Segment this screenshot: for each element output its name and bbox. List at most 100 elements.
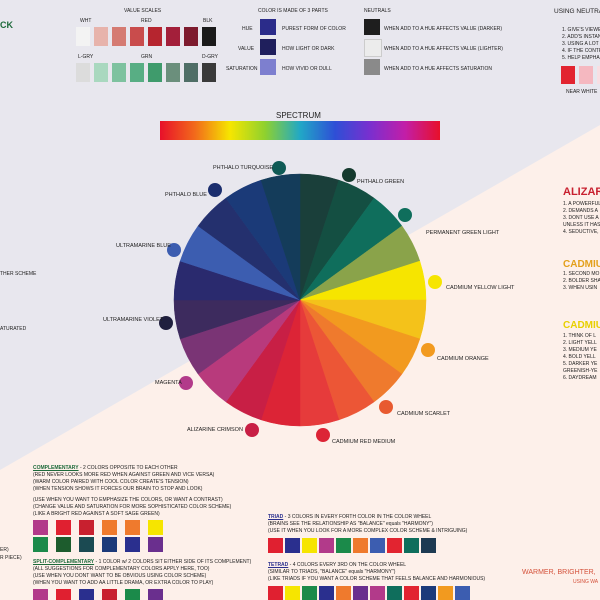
using-neutrals-item-5: 5. HELP EMPHAS	[562, 55, 600, 61]
value-label-dark-grey: D-GRY	[202, 54, 219, 60]
triad-swatch-7	[370, 538, 385, 553]
split-swatches	[33, 589, 163, 600]
left-fragment-1: THER SCHEME	[0, 271, 37, 277]
label-permanent-green-light: PERMANENT GREEN LIGHT	[426, 230, 500, 236]
value-scale-green-row	[76, 63, 216, 82]
value-green-swatch-4	[130, 63, 144, 82]
split-swatch-2	[56, 589, 71, 600]
using-neutrals-swatch-3	[597, 66, 600, 84]
neutral-white-desc: WHEN ADD TO A HUE AFFECTS VALUE (LIGHTER…	[384, 46, 503, 52]
triad-swatch-8	[387, 538, 402, 553]
left-fragment-3: ER)	[0, 547, 9, 553]
cadmium-yellow-item-5: 5. DARKER YE	[563, 361, 598, 367]
wheel-dot	[272, 161, 286, 175]
complementary-top-swatch-1	[33, 520, 48, 535]
complementary-line-5: (USE WHEN YOU WANT TO EMPHASIZE THE COLO…	[33, 497, 223, 503]
complementary-top-swatch-4	[102, 520, 117, 535]
using-neutrals-swatches	[561, 66, 600, 84]
wheel-dot	[379, 400, 393, 414]
neutral-black-swatch	[364, 19, 380, 35]
saturation-swatch	[260, 59, 276, 75]
split-title: SPLIT-COMPLEMENTARY	[33, 559, 95, 565]
using-neutrals-swatch-1	[561, 66, 575, 84]
neutral-black-desc: WHEN ADD TO A HUE AFFECTS VALUE (DARKER)	[384, 26, 503, 32]
tetrad-swatches	[268, 586, 470, 600]
value-red-swatch-6	[166, 27, 180, 46]
value-green-swatch-5	[148, 63, 162, 82]
triad-line-1: - 3 COLORS IN EVERY FORTH COLOR IN THE C…	[283, 514, 432, 520]
wheel-dot	[159, 316, 173, 330]
using-neutrals-title: USING NEUTRA	[554, 8, 600, 15]
color-parts-title: COLOR IS MADE OF 3 PARTS	[258, 8, 328, 14]
wheel-dot	[316, 428, 330, 442]
alizarin-title: ALIZARIN	[563, 186, 600, 198]
complementary-line-6: (CHANGE VALUE AND SATURATION FOR MORE SO…	[33, 504, 232, 510]
complementary-swatches-bottom	[33, 537, 163, 552]
value-red-swatch-5	[148, 27, 162, 46]
value-green-swatch-6	[166, 63, 180, 82]
triad-swatch-1	[268, 538, 283, 553]
near-white-caption: NEAR WHITE	[566, 89, 598, 95]
split-line-3: (USE WHEN YOU DONT WANT TO BE OBVIOUS US…	[33, 573, 207, 579]
triad-line-3: (USE IT WHEN YOU LOOK FOR A MORE COMPLEX…	[268, 528, 468, 534]
triad-swatch-6	[353, 538, 368, 553]
warmer-heading: WARMER, BRIGHTER,	[522, 569, 596, 576]
left-fragment-2: ATURATED	[0, 326, 27, 332]
cadmium-orange-item-1: 1. SECOND MO	[563, 271, 600, 277]
complementary-top-swatch-6	[148, 520, 163, 535]
value-green-swatch-2	[94, 63, 108, 82]
tetrad-swatch-10	[421, 586, 436, 600]
left-fragment-4: R PIECE)	[0, 555, 22, 561]
value-label-light-grey: L-GRY	[78, 54, 94, 60]
value-red-swatch-2	[94, 27, 108, 46]
cadmium-yellow-item-3: 3. MEDIUM YE	[563, 347, 597, 353]
using-neutrals-item-2: 2. ADD'S INSTAN	[562, 34, 600, 40]
tetrad-swatch-8	[387, 586, 402, 600]
value-part-desc: HOW LIGHT OR DARK	[282, 46, 335, 52]
split-line-4: (WHEN YOU WANT TO ADD AA LITTLE DRAMA, O…	[33, 580, 214, 586]
value-red-swatch-1	[76, 27, 90, 46]
split-swatch-1	[33, 589, 48, 600]
complementary-line-1: - 2 COLORS OPPOSITE TO EACH OTHER	[78, 465, 178, 471]
tetrad-title: TETRAD	[268, 562, 289, 568]
complementary-top-swatch-2	[56, 520, 71, 535]
value-label-black: BLK	[203, 18, 213, 24]
cadmium-orange-title: CADMIUM	[563, 259, 600, 270]
complementary-bottom-swatch-6	[148, 537, 163, 552]
neutral-grey-swatch	[364, 59, 380, 75]
using-neutrals-item-4: 4. IF THE CONTRA	[562, 48, 600, 54]
triad-title: TRIAD	[268, 514, 284, 520]
complementary-line-3: (WARM COLOR PAIRED WITH COOL COLOR CREAT…	[33, 479, 189, 485]
neutral-white-swatch	[364, 39, 382, 57]
tetrad-swatch-6	[353, 586, 368, 600]
wheel-dot	[342, 168, 356, 182]
using-neutrals-item-3: 3. USING A LOT O	[562, 41, 600, 47]
value-label-green: GRN	[141, 54, 153, 60]
split-swatch-6	[148, 589, 163, 600]
label-phthalo-blue: PHTHALO BLUE	[165, 192, 207, 198]
split-swatch-5	[125, 589, 140, 600]
triad-swatches	[268, 538, 436, 553]
value-green-swatch-3	[112, 63, 126, 82]
hue-swatch	[260, 19, 276, 35]
label-phthalo-green: PHTHALO GREEN	[357, 179, 405, 185]
split-line-1: - 1 COLOR w/ 2 COLORS SIT EITHER SIDE OF…	[94, 559, 252, 565]
complementary-bottom-swatch-1	[33, 537, 48, 552]
wheel-dot	[245, 423, 259, 437]
wheel-dot	[208, 183, 222, 197]
hue-desc: PUREST FORM OF COLOR	[282, 26, 346, 32]
triad-swatch-5	[336, 538, 351, 553]
heading-fragment: CK	[0, 20, 13, 30]
hue-label: HUE	[242, 26, 253, 32]
cadmium-yellow-item-7: 6. DAYDREAM	[563, 375, 597, 381]
triad-swatch-3	[302, 538, 317, 553]
value-green-swatch-8	[202, 63, 216, 82]
label-alizarine-crimson: ALIZARINE CRIMSON	[187, 427, 243, 433]
cadmium-yellow-item-6: GREENISH-YE	[563, 368, 598, 374]
complementary-bottom-swatch-4	[102, 537, 117, 552]
cadmium-yellow-item-4: 4. BOLD YELL	[563, 354, 596, 360]
cadmium-orange-item-2: 2. BOLDER SHA	[563, 278, 600, 284]
value-scales-title: VALUE SCALES	[124, 8, 162, 14]
complementary-line-4: (WHEN TENSION SHOWS IT FORCES OUR BRAIN …	[33, 486, 203, 492]
label-cadmium-scarlet: CADMIUM SCARLET	[397, 411, 451, 417]
